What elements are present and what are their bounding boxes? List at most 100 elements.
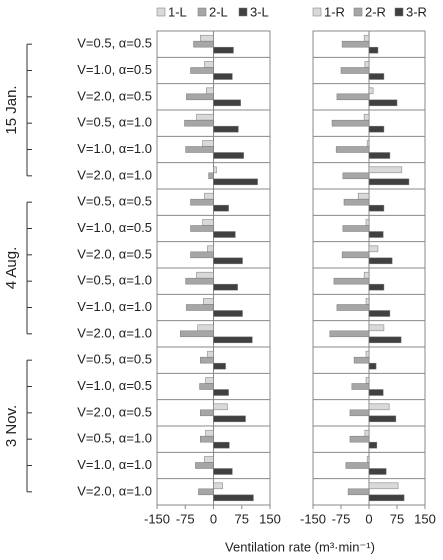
bar [213, 415, 246, 423]
bar [368, 362, 377, 370]
y-tick-label: V=1.0, α=1.0 [77, 141, 152, 156]
bar [213, 99, 241, 107]
bar [368, 152, 391, 159]
bar [368, 324, 385, 332]
legend-label: 2-L [209, 4, 228, 19]
bar [200, 356, 214, 364]
bar [200, 435, 214, 443]
x-tick-label: 150 [259, 511, 281, 526]
bar [202, 219, 214, 226]
legend-label: 3-L [250, 4, 269, 19]
bar [336, 304, 370, 311]
bar [190, 67, 214, 74]
x-tick-label: 150 [414, 511, 436, 526]
bar [204, 192, 214, 200]
bar [368, 46, 379, 54]
legend-swatch [238, 7, 248, 17]
bar [198, 488, 214, 496]
bar [185, 146, 214, 153]
bar [193, 40, 214, 48]
bar [199, 383, 214, 390]
group-label: 15 Jan. [3, 85, 20, 134]
bar [207, 350, 214, 358]
y-tick-label: V=1.0, α=0.5 [77, 378, 152, 393]
x-tick-label: -75 [332, 511, 351, 526]
bar [204, 456, 214, 463]
x-axis-title: Ventilation rate (m³·min⁻¹) [225, 539, 375, 554]
x-tick-label: 0 [210, 511, 217, 526]
legend-label: 2-R [365, 4, 386, 19]
bar [366, 140, 370, 147]
bar [368, 99, 398, 107]
bar [368, 415, 397, 423]
legend-swatch [312, 7, 322, 17]
bar [190, 198, 214, 206]
y-tick-label: V=2.0, α=0.5 [77, 246, 152, 261]
bar [368, 494, 405, 502]
bar [336, 93, 370, 101]
legend-label: 1-L [168, 4, 187, 19]
y-tick-label: V=0.5, α=1.0 [77, 273, 152, 288]
x-tick-label: -150 [144, 511, 170, 526]
bar [203, 298, 214, 305]
y-tick-label: V=2.0, α=1.0 [77, 483, 152, 498]
bar [186, 304, 214, 311]
bar [208, 172, 214, 180]
bar [213, 204, 229, 212]
bar [205, 429, 214, 437]
bar [200, 409, 214, 417]
bar [333, 277, 370, 285]
bar [368, 245, 379, 253]
bar [368, 336, 402, 344]
y-tick-label: V=1.0, α=1.0 [77, 457, 152, 472]
bar [349, 435, 370, 443]
x-tick-label: -150 [300, 511, 326, 526]
bar [368, 468, 387, 475]
bar [206, 87, 214, 95]
bar [368, 441, 378, 449]
bar [349, 409, 370, 417]
bar [365, 219, 370, 226]
bar [366, 456, 370, 463]
bar [213, 482, 223, 490]
bar [341, 40, 370, 48]
bar [213, 125, 239, 133]
y-tick-label: V=2.0, α=0.5 [77, 88, 152, 103]
bar [213, 389, 229, 396]
y-tick-label: V=0.5, α=0.5 [77, 194, 152, 209]
bar [368, 204, 385, 212]
bar [363, 271, 370, 279]
bar [368, 310, 391, 317]
bar [213, 46, 234, 54]
bar [351, 383, 370, 390]
bar [195, 462, 214, 469]
bar [200, 34, 214, 42]
bar [347, 488, 370, 496]
bar [205, 377, 214, 384]
bar [342, 225, 370, 232]
bar [213, 468, 233, 475]
bar [213, 336, 253, 344]
y-tick-label: V=2.0, α=1.0 [77, 167, 152, 182]
y-tick-label: V=1.0, α=1.0 [77, 299, 152, 314]
bar [213, 178, 258, 186]
bar [213, 166, 217, 174]
bar [368, 283, 385, 291]
bar [368, 231, 384, 238]
bar [213, 310, 243, 317]
bar [342, 172, 370, 180]
bar [341, 251, 370, 259]
bar [364, 61, 370, 68]
bar [196, 113, 214, 121]
bar [213, 231, 236, 238]
bar [335, 146, 370, 153]
bar [213, 152, 244, 159]
x-tick-label: 75 [390, 511, 404, 526]
legend-swatch [156, 7, 166, 17]
legend-swatch [197, 7, 207, 17]
legend-swatch [394, 7, 404, 17]
bar [329, 330, 370, 338]
legend-label: 3-R [406, 4, 427, 19]
y-tick-label: V=0.5, α=1.0 [77, 115, 152, 130]
